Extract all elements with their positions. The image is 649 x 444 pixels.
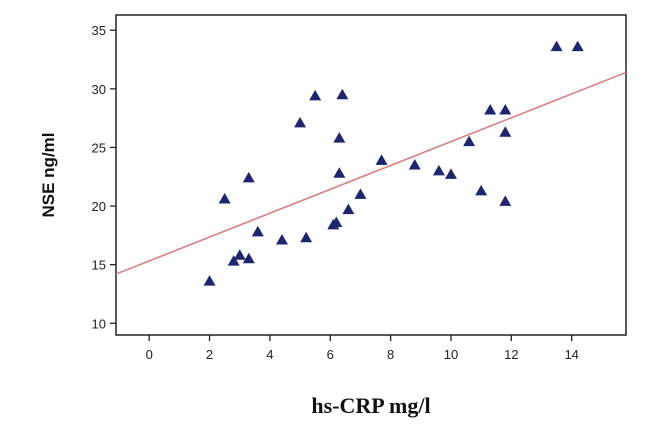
x-tick-label: 10 xyxy=(444,347,458,362)
data-point-triangle xyxy=(218,193,231,204)
data-point-triangle xyxy=(309,89,322,101)
regression-line xyxy=(115,71,627,275)
y-tick-label: 25 xyxy=(92,140,106,155)
data-point-triangle xyxy=(475,184,488,196)
y-tick-label: 35 xyxy=(92,23,106,38)
data-point-triangle xyxy=(251,225,264,237)
data-point-triangle xyxy=(499,195,512,206)
y-tick-label: 20 xyxy=(92,199,106,214)
data-point-triangle xyxy=(571,40,584,52)
y-tick-label: 30 xyxy=(92,82,106,97)
y-axis-ticks: 10 15 20 25 30 35 xyxy=(92,23,116,331)
data-point-triangle xyxy=(275,234,288,245)
data-point-triangle xyxy=(203,275,216,286)
data-point-triangle xyxy=(484,103,497,115)
data-point-triangle xyxy=(375,154,388,165)
data-point-triangle xyxy=(499,103,512,115)
y-tick-label: 10 xyxy=(92,316,106,331)
data-point-triangle xyxy=(227,255,240,266)
data-point-triangle xyxy=(463,135,476,147)
data-point-triangle xyxy=(354,188,367,199)
x-tick-label: 14 xyxy=(564,347,578,362)
data-points xyxy=(203,40,584,286)
data-point-triangle xyxy=(300,231,313,243)
data-point-triangle xyxy=(294,116,307,128)
data-point-triangle xyxy=(550,40,563,52)
x-tick-label: 6 xyxy=(327,347,334,362)
data-point-triangle xyxy=(333,167,346,178)
x-tick-label: 4 xyxy=(266,347,273,362)
data-point-triangle xyxy=(499,126,512,137)
x-axis-label: hs-CRP mg/l xyxy=(311,393,430,418)
data-point-triangle xyxy=(408,159,421,170)
data-point-triangle xyxy=(333,132,346,143)
x-tick-label: 2 xyxy=(206,347,213,362)
data-point-triangle xyxy=(242,252,255,264)
data-point-triangle xyxy=(233,249,246,260)
x-axis-ticks: 0 2 4 6 8 10 12 14 xyxy=(146,335,579,362)
x-tick-label: 12 xyxy=(504,347,518,362)
data-point-triangle xyxy=(432,164,445,176)
y-tick-label: 15 xyxy=(92,258,106,273)
plot-area xyxy=(115,14,627,336)
x-tick-label: 8 xyxy=(387,347,394,362)
data-point-triangle xyxy=(444,168,457,179)
data-point-triangle xyxy=(330,216,343,227)
x-tick-label: 0 xyxy=(146,347,153,362)
data-point-triangle xyxy=(336,88,349,100)
data-point-triangle xyxy=(342,203,355,215)
y-axis-label: NSE ng/ml xyxy=(39,132,58,217)
data-point-triangle xyxy=(242,171,255,183)
